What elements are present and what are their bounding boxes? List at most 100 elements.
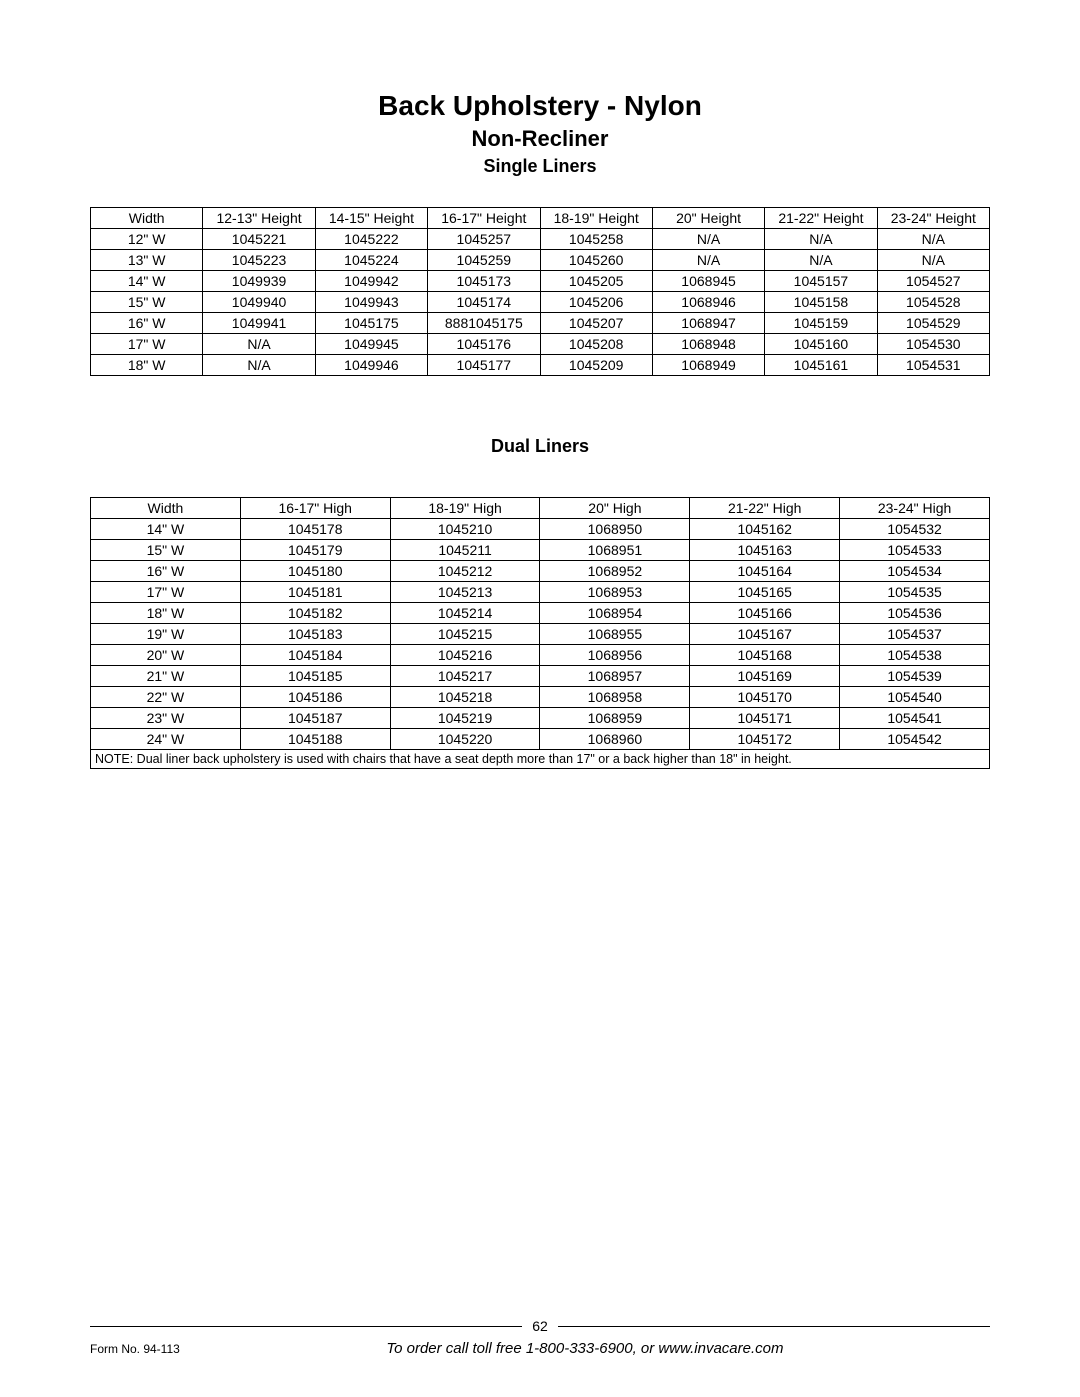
table-row: 14" W10451781045210106895010451621054532 [91,519,990,540]
table-cell: 1068950 [540,519,690,540]
page-title: Back Upholstery - Nylon [90,90,990,122]
table-cell: 1045182 [240,603,390,624]
table-cell: 21" W [91,666,241,687]
col-header: 18-19" Height [540,208,652,229]
table-cell: 23" W [91,708,241,729]
table-cell: 1045183 [240,624,390,645]
table-cell: 8881045175 [428,313,540,334]
table-cell: 1068952 [540,561,690,582]
table-cell: 14" W [91,519,241,540]
col-header: 23-24" Height [877,208,989,229]
table-cell: 20" W [91,645,241,666]
table-cell: 1049940 [203,292,315,313]
table-cell: 1054529 [877,313,989,334]
order-info: To order call toll free 1-800-333-6900, … [180,1340,990,1357]
table-row: 13" W1045223104522410452591045260N/AN/AN… [91,250,990,271]
table-cell: 1045166 [690,603,840,624]
table-cell: 1045173 [428,271,540,292]
table-cell: N/A [765,229,877,250]
table-cell: 18" W [91,603,241,624]
table-cell: 1049941 [203,313,315,334]
table-cell: 19" W [91,624,241,645]
table-cell: 1068945 [652,271,764,292]
table-cell: N/A [203,355,315,376]
table-cell: 1045221 [203,229,315,250]
section-dual-liners-heading: Dual Liners [90,436,990,457]
table-cell: 1045215 [390,624,540,645]
table-cell: 1045214 [390,603,540,624]
col-header: 16-17" High [240,498,390,519]
table-cell: 18" W [91,355,203,376]
table-cell: 1068955 [540,624,690,645]
table-cell: 1045163 [690,540,840,561]
section-single-liners-heading: Single Liners [90,156,990,177]
table-cell: 1045168 [690,645,840,666]
table-cell: 1054531 [877,355,989,376]
table-row: 21" W10451851045217106895710451691054539 [91,666,990,687]
table-row: 23" W10451871045219106895910451711054541 [91,708,990,729]
dual-liners-table: Width 16-17" High 18-19" High 20" High 2… [90,497,990,769]
table-row: 15" W10499401049943104517410452061068946… [91,292,990,313]
col-header: 21-22" High [690,498,840,519]
table-row: 14" W10499391049942104517310452051068945… [91,271,990,292]
table-cell: 1049943 [315,292,427,313]
form-number: Form No. 94-113 [90,1342,180,1356]
table-cell: 1054532 [840,519,990,540]
col-header: 20" High [540,498,690,519]
table-cell: 1045213 [390,582,540,603]
table-row: 22" W10451861045218106895810451701054540 [91,687,990,708]
col-header: Width [91,498,241,519]
table-cell: 1045178 [240,519,390,540]
table-cell: 1045260 [540,250,652,271]
table-cell: 1045160 [765,334,877,355]
table-cell: 1045188 [240,729,390,750]
table-cell: 1045165 [690,582,840,603]
table-cell: 1068958 [540,687,690,708]
col-header: 20" Height [652,208,764,229]
table-cell: 1045217 [390,666,540,687]
table-cell: 1054527 [877,271,989,292]
single-liners-table: Width 12-13" Height 14-15" Height 16-17"… [90,207,990,376]
table-cell: 1045179 [240,540,390,561]
table-cell: 1045172 [690,729,840,750]
table-cell: 1068947 [652,313,764,334]
table-cell: 1068956 [540,645,690,666]
table-row: 18" WN/A10499461045177104520910689491045… [91,355,990,376]
table-cell: 1045209 [540,355,652,376]
table-cell: 1054541 [840,708,990,729]
table-row: 17" WN/A10499451045176104520810689481045… [91,334,990,355]
table-header-row: Width 12-13" Height 14-15" Height 16-17"… [91,208,990,229]
table-cell: 16" W [91,313,203,334]
table-cell: 1045212 [390,561,540,582]
footer-rule-right [558,1326,990,1327]
table-cell: 1045186 [240,687,390,708]
table-cell: 1049939 [203,271,315,292]
table-cell: 1045175 [315,313,427,334]
table-cell: N/A [203,334,315,355]
table-cell: 1045224 [315,250,427,271]
table-cell: N/A [652,250,764,271]
table-cell: 1045223 [203,250,315,271]
table-cell: 1045176 [428,334,540,355]
table-cell: 1045169 [690,666,840,687]
table-row: 18" W10451821045214106895410451661054536 [91,603,990,624]
table-cell: 1068960 [540,729,690,750]
table-cell: 1068951 [540,540,690,561]
table-cell: 17" W [91,582,241,603]
table-row: 20" W10451841045216106895610451681054538 [91,645,990,666]
table-note-row: NOTE: Dual liner back upholstery is used… [91,750,990,769]
table-cell: 1045157 [765,271,877,292]
table-cell: 14" W [91,271,203,292]
table-cell: 1045258 [540,229,652,250]
table-cell: 1045184 [240,645,390,666]
table-cell: 1054538 [840,645,990,666]
table-cell: 1045207 [540,313,652,334]
table-cell: 1045167 [690,624,840,645]
table-cell: 1049946 [315,355,427,376]
col-header: 16-17" Height [428,208,540,229]
table-cell: 1054533 [840,540,990,561]
table-header-row: Width 16-17" High 18-19" High 20" High 2… [91,498,990,519]
table-cell: 1045210 [390,519,540,540]
col-header: 14-15" Height [315,208,427,229]
table-cell: 1045259 [428,250,540,271]
